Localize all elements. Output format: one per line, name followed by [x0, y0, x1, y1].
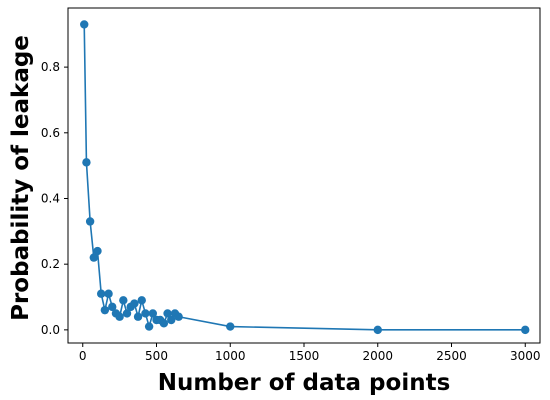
data-point — [100, 305, 110, 315]
x-axis: 0 500 1000 1500 2000 2500 3000 — [79, 343, 541, 363]
data-point — [115, 312, 124, 321]
x-tick-label: 3000 — [510, 349, 541, 363]
y-tick-label: 0.6 — [41, 126, 60, 140]
y-tick-label: 0.4 — [41, 191, 60, 205]
x-tick-label: 1000 — [215, 349, 246, 363]
data-point — [148, 309, 158, 318]
y-tick-label: 0.8 — [41, 60, 60, 74]
data-point — [141, 309, 150, 318]
series-line — [83, 24, 526, 331]
x-tick-label: 500 — [145, 349, 168, 363]
y-axis: 0.0 0.2 0.4 0.6 0.8 — [41, 60, 68, 337]
data-point — [85, 217, 95, 226]
data-point — [163, 309, 172, 318]
y-axis-title: Probability of leakage — [8, 35, 34, 321]
data-point — [137, 296, 146, 305]
data-point — [89, 253, 99, 262]
data-point — [108, 302, 117, 312]
x-tick-label: 2000 — [362, 349, 393, 363]
series-group — [80, 20, 530, 335]
data-point — [144, 322, 154, 331]
data-point — [96, 289, 106, 298]
data-point — [93, 246, 102, 256]
data-point — [521, 325, 530, 335]
plot-frame — [67, 7, 541, 344]
y-tick-label: 0.0 — [41, 323, 60, 337]
data-point — [80, 20, 89, 29]
y-tick-label: 0.2 — [41, 257, 60, 271]
data-point — [159, 319, 169, 328]
data-point — [104, 289, 113, 298]
data-point — [130, 299, 139, 308]
data-point — [373, 325, 382, 335]
data-point — [167, 315, 176, 325]
data-point — [174, 312, 183, 321]
data-point — [133, 312, 143, 321]
x-tick-label: 0 — [79, 349, 87, 363]
x-tick-label: 2500 — [436, 349, 467, 363]
data-point — [82, 158, 91, 167]
data-point — [226, 322, 235, 331]
data-point — [122, 309, 132, 318]
data-point — [119, 296, 128, 305]
x-tick-label: 1500 — [289, 349, 320, 363]
x-axis-title: Number of data points — [158, 370, 451, 396]
